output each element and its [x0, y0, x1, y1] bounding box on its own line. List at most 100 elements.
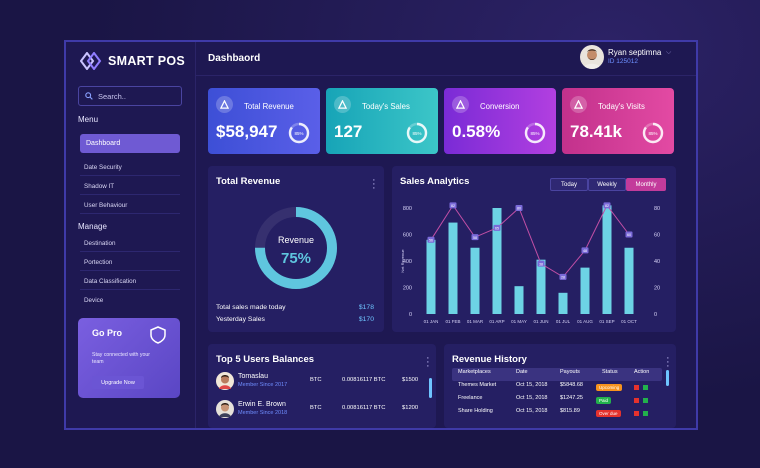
chart-point-label: 82: [605, 204, 609, 208]
more-options-icon[interactable]: · · ·: [666, 352, 670, 372]
nav-item-portection[interactable]: Portection: [80, 254, 180, 271]
cell-payout: $1247.25: [560, 395, 583, 401]
chart-point: [603, 202, 611, 209]
delete-icon[interactable]: [634, 411, 639, 416]
chart-point: [427, 236, 435, 243]
x-tick-label: 01 OCT: [621, 319, 637, 324]
chart-point-label: 65: [495, 226, 499, 230]
logo-icon: [80, 52, 102, 70]
total-revenue-panel: Total Revenue · · · Revenue 75% Total sale…: [208, 166, 384, 332]
cell-payout: $5848.68: [560, 382, 583, 388]
user-row[interactable]: Erwin E. Brown Member Since 2018 BTC 0.0…: [216, 400, 426, 422]
yesterday-sales-label: Yesterday Sales: [216, 316, 265, 323]
tab-weekly[interactable]: Weekly: [588, 178, 626, 191]
stat-card-total-revenue[interactable]: Total Revenue $58,947 85%: [208, 88, 320, 154]
x-tick-label: 01 FEB: [445, 319, 460, 324]
x-tick-label: 01 JUN: [533, 319, 548, 324]
x-tick-label: 01 MAR: [467, 319, 484, 324]
nav-item-data-classification[interactable]: Data Classification: [80, 273, 180, 290]
sales-analytics-panel: Sales Analytics Today Weekly Monthly 0 20…: [392, 166, 676, 332]
nav-item-user-behaviour[interactable]: User Behaviour: [80, 197, 180, 214]
tab-today[interactable]: Today: [550, 178, 588, 191]
user-name: Ryan septimna: [608, 48, 662, 57]
brand-logo[interactable]: SMART POS: [80, 52, 185, 70]
action-buttons: [634, 398, 652, 405]
nav-item-date-security[interactable]: Date Security: [80, 159, 180, 176]
chevron-down-icon[interactable]: ⌵: [666, 49, 672, 56]
x-tick-label: 01 JAN: [424, 319, 439, 324]
user-since: Member Since 2017: [238, 382, 288, 388]
scrollbar-thumb[interactable]: [666, 370, 669, 386]
more-options-icon[interactable]: · · ·: [426, 352, 430, 372]
y2-tick-label: 60: [654, 233, 660, 239]
chart-bar: [624, 247, 634, 314]
top-users-title: Top 5 Users Balances: [216, 354, 315, 365]
chart-bar: [492, 208, 502, 314]
chart-point: [493, 224, 501, 231]
user-avatar[interactable]: [580, 45, 604, 69]
chart-point: [471, 234, 479, 241]
approve-icon[interactable]: [643, 385, 648, 390]
stat-card-todays-visits[interactable]: Today's Visits 78.41k 85%: [562, 88, 674, 154]
cell-date: Oct 15, 2018: [516, 408, 548, 414]
chart-bar: [514, 286, 524, 314]
cell-payout: $815.89: [560, 408, 580, 414]
stat-progress-ring: [524, 122, 546, 144]
y2-tick-label: 40: [654, 259, 660, 265]
revenue-history-title: Revenue History: [452, 354, 527, 365]
triangle-icon: [334, 96, 351, 113]
shield-icon: [150, 326, 166, 344]
sidebar: SMART POS Search.. Menu Dashboard Date S…: [66, 42, 196, 428]
y-tick-label: 800: [403, 206, 412, 212]
nav-item-device[interactable]: Device: [84, 297, 104, 304]
chart-bar: [470, 247, 480, 314]
column-header-action: Action: [634, 369, 650, 375]
delete-icon[interactable]: [634, 385, 639, 390]
user-row[interactable]: Tomaslau Member Since 2017 BTC 0.0081611…: [216, 372, 426, 394]
user-name: Tomaslau: [238, 373, 268, 380]
stat-progress-ring: [406, 122, 428, 144]
chart-bar: [602, 205, 612, 314]
user-since: Member Since 2018: [238, 410, 288, 416]
chart-point: [625, 231, 633, 238]
stat-value: 127: [334, 122, 363, 141]
stat-percent: 85%: [294, 130, 304, 136]
nav-item-destination[interactable]: Destination: [80, 235, 180, 252]
upgrade-now-button[interactable]: Upgrade Now: [92, 376, 144, 389]
y-tick-label: 200: [403, 286, 412, 292]
approve-icon[interactable]: [643, 411, 648, 416]
user-currency: BTC: [310, 377, 322, 383]
triangle-icon: [570, 96, 587, 113]
scrollbar-thumb[interactable]: [429, 378, 432, 398]
nav-item-shadow-it[interactable]: Shadow IT: [80, 178, 180, 195]
stat-label: Today's Visits: [598, 102, 645, 111]
approve-icon[interactable]: [643, 398, 648, 403]
chart-point: [559, 273, 567, 280]
user-amount: 0.00816117 BTC: [342, 405, 386, 411]
search-input[interactable]: Search..: [78, 86, 182, 106]
delete-icon[interactable]: [634, 398, 639, 403]
table-header: [452, 368, 662, 381]
chart-point: [537, 260, 545, 267]
cell-marketplace: Share Holding: [458, 408, 493, 414]
user-id: ID 125012: [608, 58, 638, 65]
action-buttons: [634, 411, 652, 418]
nav-item-dashboard[interactable]: Dashboard: [80, 134, 180, 153]
cell-date: Oct 15, 2018: [516, 382, 548, 388]
stat-progress-ring: [642, 122, 664, 144]
chart-point-label: 82: [451, 204, 455, 208]
x-tick-label: 01 ARP: [489, 319, 504, 324]
user-avatar: [216, 400, 234, 418]
chart-point: [449, 202, 457, 209]
y2-tick-label: 20: [654, 286, 660, 292]
triangle-icon: [216, 96, 233, 113]
tab-monthly[interactable]: Monthly: [626, 178, 666, 191]
stat-card-todays-sales[interactable]: Today's Sales 127 85%: [326, 88, 438, 154]
more-options-icon[interactable]: · · ·: [372, 174, 376, 194]
sales-analytics-chart: 0 200 400 600 800 0 20 40 60 80 Net Revenue 01 JAN 0…: [400, 202, 660, 324]
total-revenue-title: Total Revenue: [216, 176, 281, 187]
status-badge: Over due: [596, 410, 621, 417]
stat-label: Total Revenue: [244, 102, 294, 111]
stat-card-conversion[interactable]: Conversion 0.58% 85%: [444, 88, 556, 154]
x-tick-label: 01 JUL: [556, 319, 571, 324]
